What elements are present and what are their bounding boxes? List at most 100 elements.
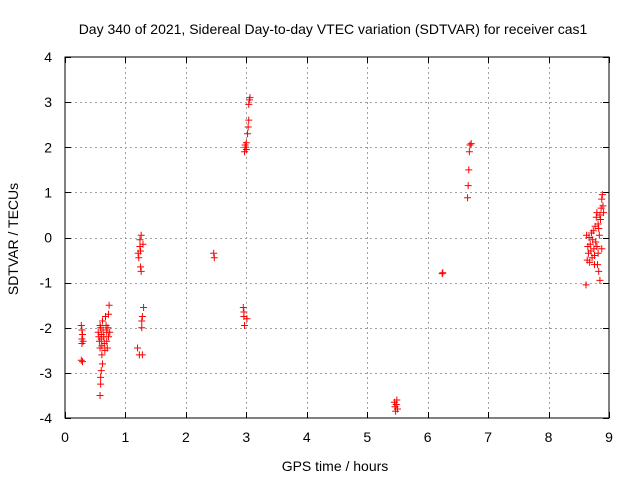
- grid-lines: [65, 57, 609, 418]
- chart-title: Day 340 of 2021, Sidereal Day-to-day VTE…: [79, 21, 588, 37]
- y-tick-label: 3: [44, 94, 52, 110]
- data-point-marker: [590, 261, 598, 269]
- data-point-marker: [438, 270, 446, 278]
- data-point-marker: [246, 94, 254, 102]
- y-tick-label: -3: [40, 365, 53, 381]
- x-tick-label: 2: [182, 429, 190, 445]
- data-point-marker: [393, 405, 401, 413]
- data-point-marker: [77, 356, 85, 364]
- data-point-marker: [595, 231, 603, 239]
- data-point-marker: [137, 247, 145, 255]
- x-tick-label: 9: [605, 429, 613, 445]
- data-point-marker: [104, 324, 112, 332]
- data-point-marker: [244, 130, 252, 138]
- x-tick-label: 5: [363, 429, 371, 445]
- data-point-marker: [595, 267, 603, 275]
- data-point-marker: [598, 245, 606, 253]
- data-point-marker: [596, 276, 604, 284]
- y-tick-label: -1: [40, 275, 53, 291]
- data-point-marker: [464, 194, 472, 202]
- data-point-marker: [243, 315, 251, 323]
- x-tick-label: 3: [242, 429, 250, 445]
- data-point-marker: [586, 240, 594, 248]
- data-point-marker: [136, 236, 144, 244]
- data-point-marker: [98, 317, 106, 325]
- data-point-marker: [138, 312, 146, 320]
- data-point-marker: [245, 116, 253, 124]
- x-tick-label: 6: [424, 429, 432, 445]
- data-point-marker: [103, 337, 111, 345]
- data-point-marker: [590, 252, 598, 260]
- data-point-marker: [585, 234, 593, 241]
- data-point-marker: [594, 220, 602, 228]
- y-tick-label: 4: [44, 49, 52, 65]
- data-point-marker: [245, 100, 253, 108]
- data-point-marker: [242, 139, 250, 147]
- data-point-marker: [598, 195, 606, 203]
- data-point-marker: [244, 123, 252, 131]
- data-point-marker: [78, 326, 86, 334]
- data-point-marker: [135, 254, 143, 262]
- data-point-marker: [79, 337, 87, 345]
- data-point-marker: [105, 333, 113, 341]
- data-point-marker: [137, 231, 145, 239]
- data-point-marker: [134, 344, 142, 352]
- data-point-marker: [393, 396, 401, 404]
- data-point-marker: [96, 391, 104, 399]
- data-point-marker: [582, 281, 590, 289]
- data-point-marker: [599, 202, 607, 210]
- y-tick-label: 2: [44, 139, 52, 155]
- data-point-marker: [97, 367, 105, 375]
- data-point-marker: [138, 351, 146, 359]
- data-point-marker: [99, 326, 107, 334]
- data-point-marker: [98, 351, 106, 359]
- data-point-marker: [598, 191, 606, 199]
- data-point-marker: [77, 321, 85, 329]
- x-axis-ticks: 0 1 2 3 4 5 6 7 8 9: [61, 57, 613, 445]
- plot-area-border: [64, 56, 610, 419]
- data-point-marker: [242, 146, 250, 154]
- x-axis-label: GPS time / hours: [282, 458, 389, 474]
- data-point-marker: [97, 373, 105, 381]
- y-tick-label: -2: [40, 320, 53, 336]
- data-point-marker: [465, 166, 473, 174]
- data-point-marker: [79, 331, 87, 339]
- data-point-marker: [137, 263, 145, 271]
- data-point-marker: [592, 213, 600, 221]
- x-tick-label: 4: [303, 429, 311, 445]
- x-tick-label: 0: [61, 429, 69, 445]
- y-tick-label: -4: [40, 410, 53, 426]
- data-point-marker: [138, 317, 146, 325]
- data-point-marker: [105, 301, 113, 309]
- x-tick-label: 1: [122, 429, 130, 445]
- data-point-marker: [138, 324, 146, 332]
- x-tick-label: 7: [484, 429, 492, 445]
- data-point-marker: [103, 344, 111, 352]
- data-point-marker: [140, 303, 148, 311]
- y-tick-label: 1: [44, 184, 52, 200]
- data-point-marker: [600, 209, 608, 217]
- data-point-marker: [241, 321, 249, 329]
- y-axis-ticks: -4 -3 -2 -1 0 1 2 3 4: [40, 49, 609, 426]
- data-point-marker: [97, 380, 105, 388]
- data-point-marker: [597, 215, 605, 223]
- data-point-marker: [239, 303, 247, 311]
- y-axis-label: SDTVAR / TECUs: [5, 183, 21, 295]
- data-point-marker: [589, 227, 597, 235]
- data-point-marker: [594, 249, 602, 257]
- data-point-marker: [592, 238, 600, 246]
- data-point-marker: [466, 141, 474, 149]
- x-tick-label: 8: [545, 429, 553, 445]
- data-point-marker: [439, 269, 447, 277]
- data-point-marker: [392, 400, 400, 408]
- data-point-marker: [210, 254, 218, 262]
- data-points: [77, 94, 608, 415]
- data-point-marker: [105, 310, 113, 318]
- data-point-marker: [210, 249, 218, 257]
- data-point-marker: [106, 328, 114, 336]
- data-point-marker: [596, 211, 604, 219]
- data-point-marker: [98, 360, 106, 368]
- data-point-marker: [137, 267, 145, 275]
- data-point-marker: [464, 182, 472, 190]
